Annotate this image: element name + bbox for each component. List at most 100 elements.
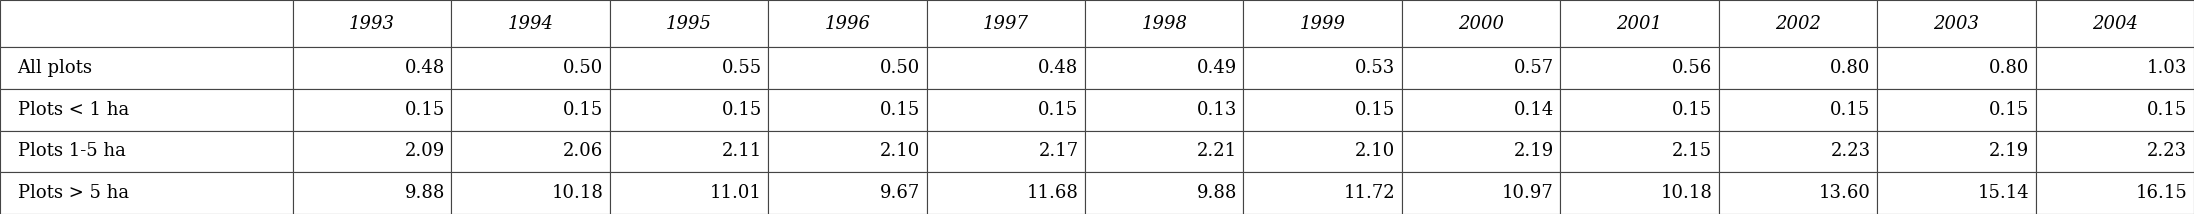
Text: 0.15: 0.15 bbox=[1988, 101, 2029, 119]
Text: 11.72: 11.72 bbox=[1343, 184, 1395, 202]
Bar bbox=[1560, 131, 1718, 172]
Bar bbox=[1560, 0, 1718, 47]
Bar bbox=[2036, 131, 2194, 172]
Text: 0.15: 0.15 bbox=[1038, 101, 1079, 119]
Bar bbox=[294, 131, 452, 172]
Text: 0.48: 0.48 bbox=[1038, 59, 1079, 77]
Bar bbox=[294, 89, 452, 131]
Bar bbox=[926, 131, 1086, 172]
Text: 0.50: 0.50 bbox=[880, 59, 919, 77]
Text: 2.15: 2.15 bbox=[1672, 142, 1711, 160]
Bar bbox=[926, 89, 1086, 131]
Bar bbox=[452, 0, 610, 47]
Text: 1997: 1997 bbox=[983, 15, 1029, 33]
Text: 0.15: 0.15 bbox=[1830, 101, 1871, 119]
Text: 10.97: 10.97 bbox=[1503, 184, 1553, 202]
Text: 2002: 2002 bbox=[1775, 15, 1821, 33]
Text: 9.88: 9.88 bbox=[404, 184, 445, 202]
Bar bbox=[0, 0, 294, 47]
Bar bbox=[610, 47, 768, 89]
Bar bbox=[768, 0, 926, 47]
Bar bbox=[1878, 172, 2036, 214]
Text: 2.06: 2.06 bbox=[564, 142, 603, 160]
Text: Plots > 5 ha: Plots > 5 ha bbox=[18, 184, 129, 202]
Text: 1.03: 1.03 bbox=[2148, 59, 2187, 77]
Bar bbox=[926, 0, 1086, 47]
Text: 2004: 2004 bbox=[2091, 15, 2137, 33]
Bar bbox=[1086, 47, 1244, 89]
Bar bbox=[1086, 131, 1244, 172]
Bar bbox=[1244, 131, 1402, 172]
Text: 1998: 1998 bbox=[1141, 15, 1187, 33]
Text: 0.15: 0.15 bbox=[564, 101, 603, 119]
Bar bbox=[1244, 172, 1402, 214]
Bar bbox=[0, 47, 294, 89]
Text: 2001: 2001 bbox=[1617, 15, 1663, 33]
Bar bbox=[452, 89, 610, 131]
Text: 0.80: 0.80 bbox=[1988, 59, 2029, 77]
Bar bbox=[1086, 172, 1244, 214]
Text: 2.17: 2.17 bbox=[1038, 142, 1079, 160]
Bar bbox=[768, 89, 926, 131]
Text: 13.60: 13.60 bbox=[1819, 184, 1871, 202]
Bar bbox=[610, 0, 768, 47]
Text: 2003: 2003 bbox=[1933, 15, 1979, 33]
Bar bbox=[1718, 172, 1878, 214]
Text: 10.18: 10.18 bbox=[1661, 184, 1711, 202]
Bar bbox=[768, 131, 926, 172]
Bar bbox=[1560, 172, 1718, 214]
Text: 1993: 1993 bbox=[349, 15, 395, 33]
Bar bbox=[1878, 0, 2036, 47]
Text: 2.19: 2.19 bbox=[1514, 142, 1553, 160]
Bar bbox=[294, 172, 452, 214]
Text: 0.15: 0.15 bbox=[1356, 101, 1395, 119]
Bar bbox=[1718, 89, 1878, 131]
Bar bbox=[1560, 89, 1718, 131]
Text: 0.55: 0.55 bbox=[722, 59, 761, 77]
Bar bbox=[1878, 131, 2036, 172]
Bar bbox=[2036, 172, 2194, 214]
Bar bbox=[610, 131, 768, 172]
Text: 0.14: 0.14 bbox=[1514, 101, 1553, 119]
Bar bbox=[1402, 89, 1560, 131]
Bar bbox=[294, 47, 452, 89]
Text: 11.01: 11.01 bbox=[711, 184, 761, 202]
Bar bbox=[926, 47, 1086, 89]
Text: 2.10: 2.10 bbox=[880, 142, 919, 160]
Bar bbox=[1718, 131, 1878, 172]
Text: 15.14: 15.14 bbox=[1977, 184, 2029, 202]
Text: 0.13: 0.13 bbox=[1196, 101, 1237, 119]
Text: 2.10: 2.10 bbox=[1356, 142, 1395, 160]
Text: 1995: 1995 bbox=[667, 15, 713, 33]
Bar bbox=[1718, 0, 1878, 47]
Bar bbox=[926, 172, 1086, 214]
Text: 0.15: 0.15 bbox=[722, 101, 761, 119]
Text: 0.48: 0.48 bbox=[404, 59, 445, 77]
Text: 1994: 1994 bbox=[507, 15, 553, 33]
Text: 0.15: 0.15 bbox=[1672, 101, 1711, 119]
Bar bbox=[768, 172, 926, 214]
Text: 0.56: 0.56 bbox=[1672, 59, 1711, 77]
Bar bbox=[0, 89, 294, 131]
Text: 1996: 1996 bbox=[825, 15, 871, 33]
Bar bbox=[610, 172, 768, 214]
Text: 0.50: 0.50 bbox=[564, 59, 603, 77]
Text: 10.18: 10.18 bbox=[551, 184, 603, 202]
Text: 9.67: 9.67 bbox=[880, 184, 919, 202]
Bar bbox=[1086, 0, 1244, 47]
Text: 2.11: 2.11 bbox=[722, 142, 761, 160]
Text: 0.80: 0.80 bbox=[1830, 59, 1871, 77]
Text: 2.09: 2.09 bbox=[404, 142, 445, 160]
Text: 11.68: 11.68 bbox=[1027, 184, 1079, 202]
Bar bbox=[610, 89, 768, 131]
Bar bbox=[1244, 0, 1402, 47]
Bar bbox=[1402, 131, 1560, 172]
Text: All plots: All plots bbox=[18, 59, 92, 77]
Bar bbox=[1560, 47, 1718, 89]
Bar bbox=[1878, 89, 2036, 131]
Bar bbox=[1086, 89, 1244, 131]
Bar bbox=[1402, 0, 1560, 47]
Bar bbox=[452, 47, 610, 89]
Text: 1999: 1999 bbox=[1299, 15, 1345, 33]
Bar bbox=[1402, 47, 1560, 89]
